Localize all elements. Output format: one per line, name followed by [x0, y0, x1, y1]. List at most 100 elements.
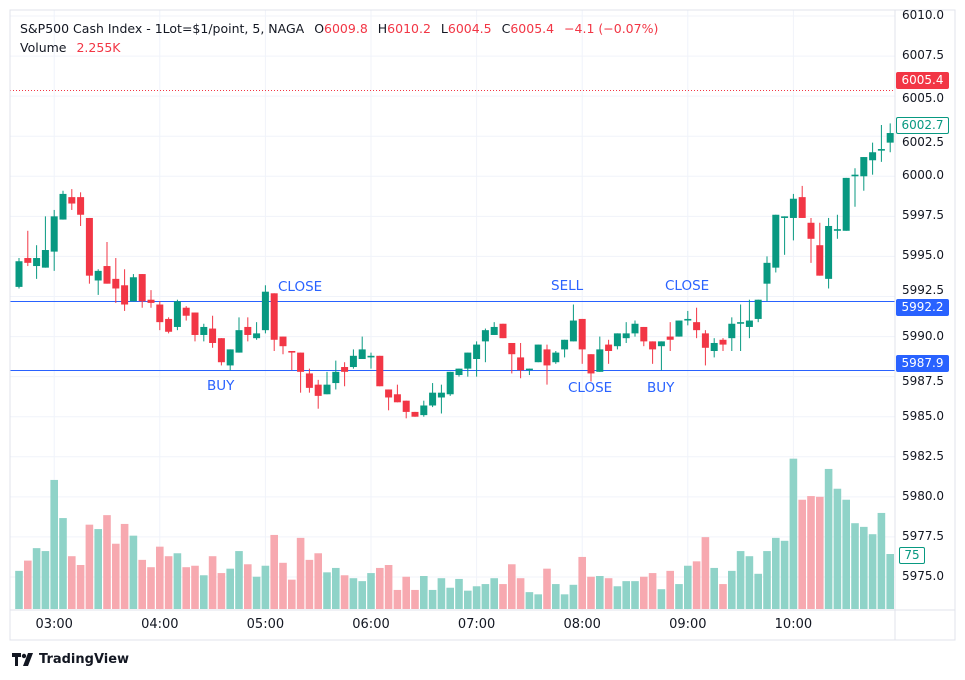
volume-bar [763, 551, 771, 609]
candle [191, 312, 199, 342]
candle [50, 209, 58, 271]
candle-body [675, 320, 683, 337]
candle-body [323, 384, 331, 395]
candle-body [279, 336, 287, 347]
candle [481, 328, 489, 363]
volume-bar [226, 568, 234, 609]
annotation-buy: BUY [647, 380, 675, 396]
candle-body [147, 299, 155, 303]
volume-bar [349, 578, 358, 609]
volume-bar [358, 581, 366, 609]
y-tick-label: 5975.0 [902, 569, 944, 583]
candle [631, 320, 639, 337]
candle-body [737, 322, 745, 324]
annotation-buy: BUY [207, 378, 235, 394]
candle-body [886, 133, 894, 143]
candle [499, 323, 507, 339]
candle-body [613, 333, 621, 347]
candle [332, 360, 340, 390]
candle-body [569, 320, 577, 342]
candle [569, 304, 577, 342]
volume-bar [860, 526, 868, 609]
tradingview-logo[interactable]: TradingView [12, 652, 129, 667]
x-tick-label: 03:00 [35, 617, 73, 632]
volume-bar [437, 578, 446, 609]
candle-body [341, 367, 349, 372]
candle-body [182, 307, 190, 316]
candle-body [50, 216, 58, 252]
candle [358, 336, 366, 360]
candles [15, 123, 894, 419]
volume-bar [613, 586, 622, 609]
candle-body [860, 157, 868, 177]
candle-body [209, 328, 217, 343]
volume-bar [543, 568, 551, 609]
volume-bar [94, 529, 102, 609]
volume-bar [208, 556, 217, 609]
candle [15, 258, 23, 289]
candle-body [455, 368, 463, 376]
candle-body [534, 344, 542, 363]
candle-body [464, 352, 472, 369]
candle [886, 123, 894, 153]
volume-bar [279, 562, 287, 609]
x-tick-label: 10:00 [774, 617, 813, 632]
volume-bar [816, 496, 824, 609]
x-tick-label: 08:00 [563, 617, 601, 632]
candle [165, 317, 173, 334]
volume-bar [736, 551, 745, 609]
candle-body [261, 291, 269, 331]
high-value: 6010.2 [387, 21, 431, 36]
y-tick-label: 5992.5 [902, 282, 944, 297]
volume-bar [217, 573, 226, 609]
candle-body [631, 323, 639, 334]
candle-body [605, 344, 613, 351]
volume-bar [754, 573, 762, 609]
volume-bar [191, 565, 199, 609]
candle-body [305, 373, 313, 388]
candle [789, 193, 797, 241]
y-tick-label: 5990.0 [902, 328, 944, 343]
candle [367, 352, 375, 369]
candle [85, 217, 93, 284]
candle [455, 368, 463, 377]
candle-body [446, 371, 454, 395]
candle [297, 352, 305, 393]
volume-bar [305, 559, 314, 609]
volume-bar [296, 537, 305, 609]
candle [552, 350, 560, 364]
volume-bar [833, 488, 842, 609]
candle-body [587, 354, 595, 374]
volume-bar [50, 479, 58, 609]
volume-bar [332, 567, 340, 609]
candle-body [173, 301, 181, 327]
candle [772, 214, 780, 273]
grid [10, 10, 895, 610]
y-tick-label: 5995.0 [902, 248, 944, 263]
candle [517, 342, 525, 379]
volume-bar [252, 576, 261, 609]
annotation-close: CLOSE [278, 279, 323, 295]
candle [877, 124, 885, 162]
candle [402, 400, 410, 419]
volume-bar [569, 584, 578, 609]
candle-body [719, 339, 727, 345]
tradingview-logo-icon [12, 653, 33, 666]
candle-body [165, 318, 173, 332]
volume-bar [666, 570, 674, 609]
candle-body [200, 326, 208, 335]
volume-bar [780, 540, 789, 609]
candle [182, 306, 190, 321]
volume-bar [824, 468, 833, 609]
candle [68, 189, 76, 210]
candle-body [745, 320, 753, 327]
candle-body [270, 293, 278, 340]
candle-body [437, 392, 445, 398]
y-tick-label: 5982.5 [902, 448, 944, 463]
candle-body [217, 338, 225, 363]
volume-bar [41, 551, 50, 609]
volume-bar [596, 576, 604, 609]
candle-body [244, 326, 252, 335]
volume-bar [604, 578, 613, 609]
